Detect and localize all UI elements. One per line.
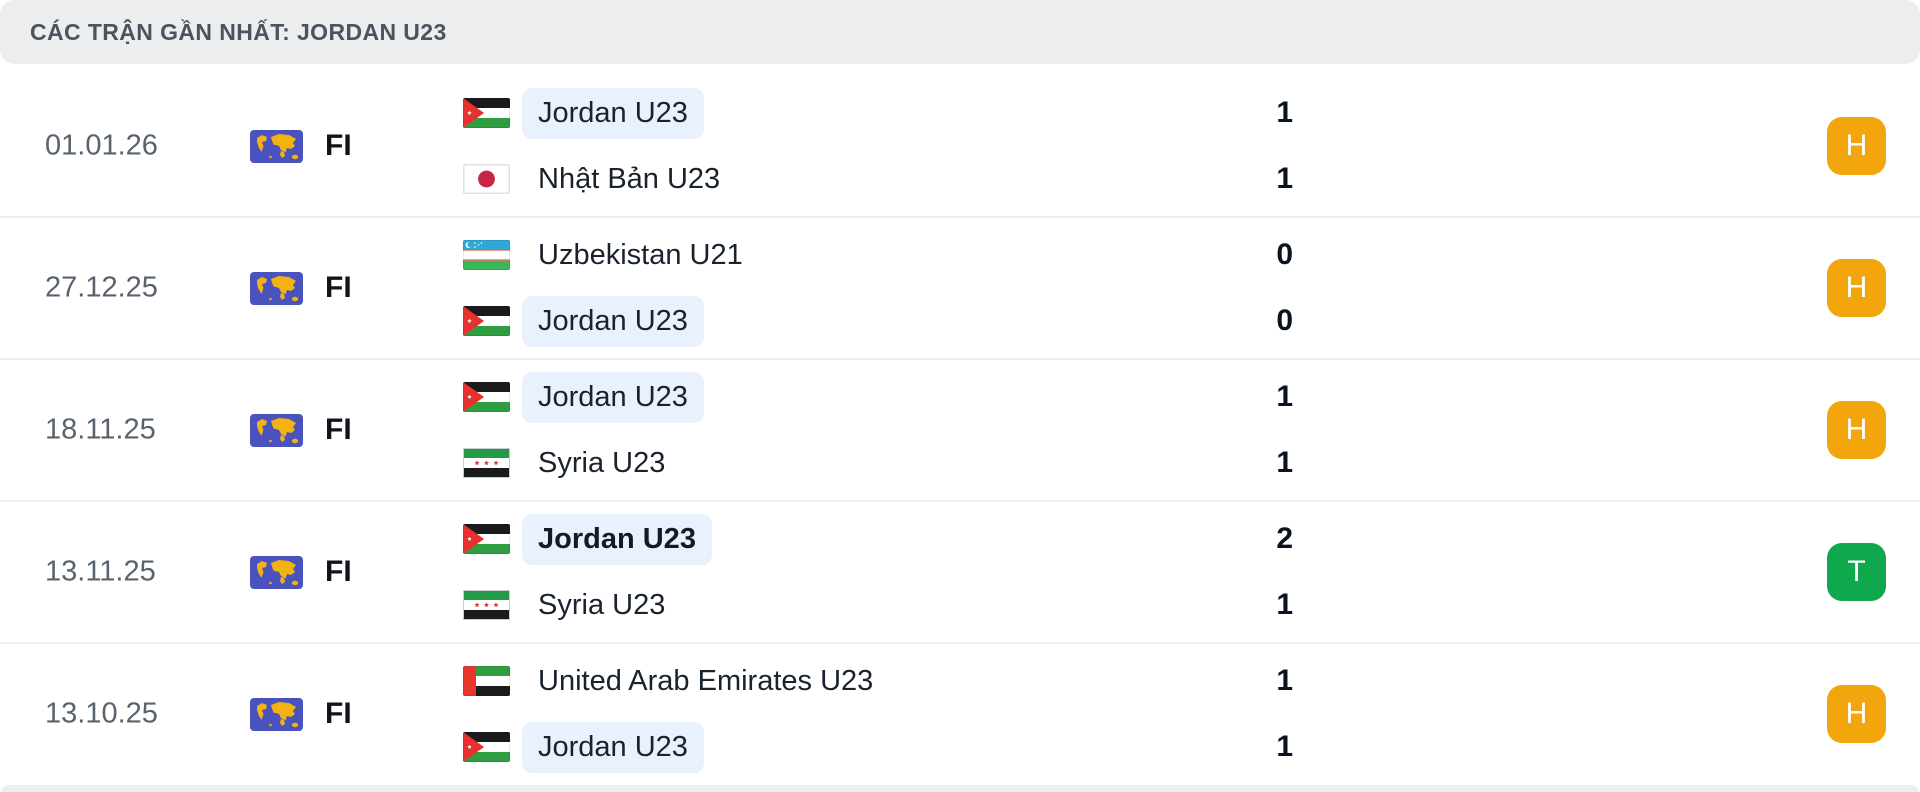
team-score: 1 [1276,446,1293,479]
team-name[interactable]: United Arab Emirates U23 [538,664,874,697]
flag-jordan-icon [463,732,510,762]
competition-label: FI [325,271,352,304]
teams: Uzbekistan U21 0 Jordan U23 0 [463,218,1293,358]
team-score: 0 [1276,304,1293,337]
match-row[interactable]: 18.11.25 FI Jordan U23 1 Syria U23 1 H [0,360,1920,502]
match-row[interactable]: 13.11.25 FI Jordan U23 2 Syria U23 1 T [0,502,1920,644]
team-row-home: Uzbekistan U21 0 [463,228,1293,282]
competition: FI [250,271,352,305]
team-row-away: Jordan U23 1 [463,720,1293,774]
match-row[interactable]: 27.12.25 FI Uzbekistan U21 0 Jordan U23 … [0,218,1920,360]
team-row-home: United Arab Emirates U23 1 [463,654,1293,708]
world-map-icon [250,271,303,305]
team-row-home: Jordan U23 2 [463,512,1293,566]
team-score: 1 [1276,96,1293,129]
competition: FI [250,129,352,163]
team-row-away: Jordan U23 0 [463,294,1293,348]
flag-jordan-icon [463,98,510,128]
competition-label: FI [325,413,352,446]
team-name[interactable]: Syria U23 [538,588,666,621]
teams: Jordan U23 2 Syria U23 1 [463,502,1293,642]
team-name[interactable]: Syria U23 [538,446,666,479]
match-date: 18.11.25 [45,413,156,446]
team-score: 1 [1276,162,1293,195]
match-row[interactable]: 01.01.26 FI Jordan U23 1 Nhật Bản U23 1 … [0,76,1920,218]
team-name[interactable]: Jordan U23 [522,721,704,773]
team-name[interactable]: Uzbekistan U21 [538,238,743,271]
result-badge-draw: H [1827,117,1886,175]
team-name[interactable]: Jordan U23 [522,295,704,347]
team-score: 1 [1276,380,1293,413]
competition: FI [250,555,352,589]
team-score: 0 [1276,238,1293,271]
competition-label: FI [325,129,352,162]
world-map-icon [250,697,303,731]
panel-header: CÁC TRẬN GẦN NHẤT: JORDAN U23 [0,0,1920,64]
match-date: 13.11.25 [45,555,156,588]
flag-uae-icon [463,666,510,696]
competition: FI [250,413,352,447]
match-row[interactable]: 13.10.25 FI United Arab Emirates U23 1 J… [0,644,1920,784]
team-score: 1 [1276,588,1293,621]
team-score: 1 [1276,730,1293,763]
team-row-away: Nhật Bản U23 1 [463,152,1293,206]
match-date: 01.01.26 [45,129,158,162]
result-badge-draw: H [1827,401,1886,459]
match-date: 27.12.25 [45,271,158,304]
team-name[interactable]: Jordan U23 [522,371,704,423]
flag-uzbekistan-icon [463,240,510,270]
teams: Jordan U23 1 Nhật Bản U23 1 [463,76,1293,216]
world-map-icon [250,413,303,447]
teams: Jordan U23 1 Syria U23 1 [463,360,1293,500]
teams: United Arab Emirates U23 1 Jordan U23 1 [463,644,1293,784]
team-name[interactable]: Jordan U23 [522,513,712,565]
team-row-home: Jordan U23 1 [463,370,1293,424]
competition: FI [250,697,352,731]
panel-title: CÁC TRẬN GẦN NHẤT: JORDAN U23 [30,18,447,45]
competition-label: FI [325,555,352,588]
competition-label: FI [325,697,352,730]
flag-syria-icon [463,590,510,620]
flag-japan-icon [463,164,510,194]
team-score: 1 [1276,664,1293,697]
flag-syria-icon [463,448,510,478]
match-list: 01.01.26 FI Jordan U23 1 Nhật Bản U23 1 … [0,76,1920,784]
flag-jordan-icon [463,524,510,554]
team-row-away: Syria U23 1 [463,578,1293,632]
result-badge-draw: H [1827,259,1886,317]
match-date: 13.10.25 [45,697,158,730]
team-name[interactable]: Jordan U23 [522,87,704,139]
result-badge-win: T [1827,543,1886,601]
team-row-away: Syria U23 1 [463,436,1293,490]
world-map-icon [250,555,303,589]
team-row-home: Jordan U23 1 [463,86,1293,140]
flag-jordan-icon [463,382,510,412]
flag-jordan-icon [463,306,510,336]
world-map-icon [250,129,303,163]
team-score: 2 [1276,522,1293,555]
result-badge-draw: H [1827,685,1886,743]
next-section-strip [0,785,1920,792]
team-name[interactable]: Nhật Bản U23 [538,162,721,195]
